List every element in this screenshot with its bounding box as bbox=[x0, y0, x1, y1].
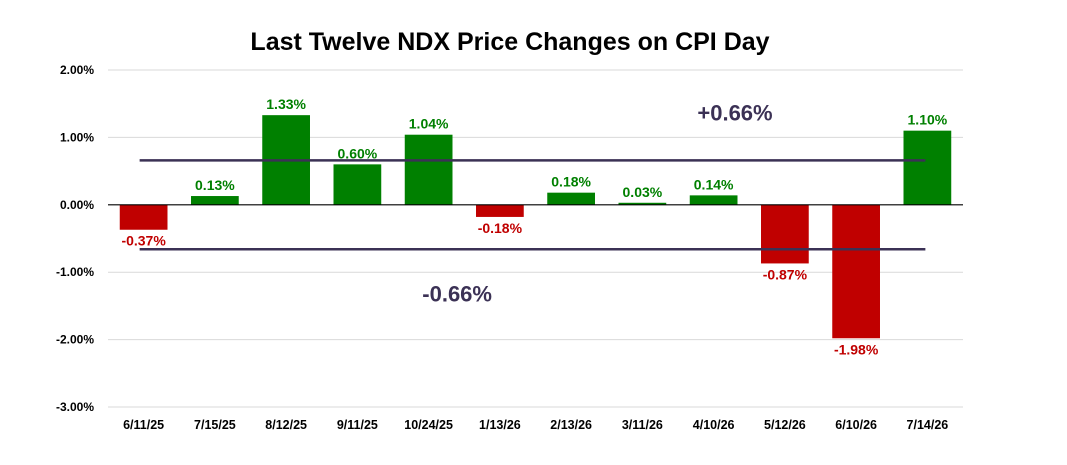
x-tick-label: 2/13/26 bbox=[550, 418, 592, 432]
x-tick-label: 7/15/25 bbox=[194, 418, 236, 432]
y-tick-label: 2.00% bbox=[60, 63, 94, 77]
data-label: -0.18% bbox=[478, 220, 523, 236]
data-label: 0.14% bbox=[694, 176, 734, 192]
data-label: 1.10% bbox=[908, 112, 948, 128]
data-label: 0.60% bbox=[338, 145, 378, 161]
bar bbox=[903, 130, 952, 205]
bar bbox=[689, 195, 738, 205]
bar bbox=[404, 134, 453, 205]
y-tick-label: 1.00% bbox=[60, 130, 94, 144]
x-tick-label: 9/11/25 bbox=[337, 418, 378, 432]
data-label: 1.33% bbox=[266, 96, 306, 112]
y-tick-label: -3.00% bbox=[56, 400, 94, 414]
x-tick-label: 8/12/25 bbox=[265, 418, 307, 432]
data-label: 1.04% bbox=[409, 116, 449, 132]
bar bbox=[476, 204, 524, 217]
reference-line-label: +0.66% bbox=[697, 100, 772, 125]
reference-lines: +0.66% -0.66% bbox=[139, 100, 926, 306]
data-label: 0.13% bbox=[195, 177, 235, 193]
x-tick-label: 5/12/26 bbox=[764, 418, 806, 432]
bar bbox=[618, 202, 667, 205]
bar bbox=[832, 204, 880, 339]
reference-line-label: -0.66% bbox=[422, 281, 492, 306]
bar bbox=[547, 192, 595, 205]
data-label: 0.03% bbox=[623, 184, 663, 200]
y-tick-label: -2.00% bbox=[56, 333, 94, 347]
y-tick-label: -1.00% bbox=[56, 265, 94, 279]
bar bbox=[333, 164, 382, 205]
chart-title: Last Twelve NDX Price Changes on CPI Day bbox=[250, 28, 769, 56]
x-tick-label: 4/10/26 bbox=[693, 418, 735, 432]
tick-labels: 2.00% 1.00% 0.00% -1.00% -2.00% -3.00% 6/11/25… bbox=[56, 63, 948, 432]
x-tick-label: 6/10/26 bbox=[835, 418, 877, 432]
data-label: -0.87% bbox=[763, 266, 808, 282]
data-label: -0.37% bbox=[121, 233, 166, 249]
bar bbox=[191, 196, 239, 205]
x-tick-label: 3/11/26 bbox=[622, 418, 663, 432]
y-tick-label: 0.00% bbox=[60, 198, 94, 212]
x-tick-label: 1/13/26 bbox=[479, 418, 521, 432]
x-tick-label: 6/11/25 bbox=[123, 418, 164, 432]
data-labels: -0.37% 0.13% 1.33% 0.60% 1.04% -0.18% 0.18% 0.0… bbox=[121, 96, 947, 357]
bar bbox=[119, 204, 168, 230]
data-label: 0.18% bbox=[551, 174, 591, 190]
gridlines bbox=[108, 69, 963, 408]
x-tick-label: 7/14/26 bbox=[907, 418, 949, 432]
x-tick-label: 10/24/25 bbox=[404, 418, 453, 432]
bar bbox=[761, 204, 809, 264]
data-label: -1.98% bbox=[834, 341, 879, 357]
